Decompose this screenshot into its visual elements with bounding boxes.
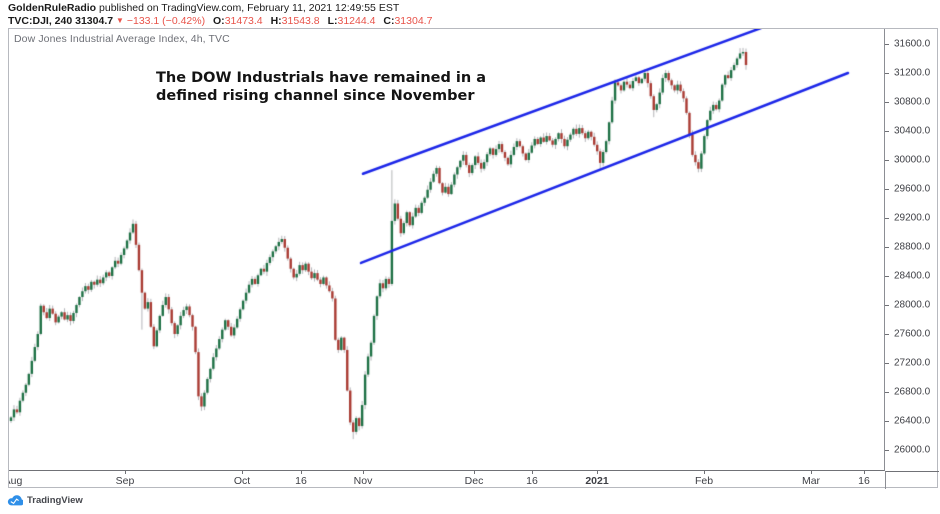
close-label: C: [383,15,395,27]
y-axis-label: 26400.0 [894,415,931,427]
y-axis-tick [885,102,889,103]
close-value: 31304.7 [394,15,433,27]
price-change: −133.1 (−0.42%) [126,15,206,27]
y-axis-label: 30400.0 [894,125,931,137]
y-axis-tick [885,247,889,248]
author-link[interactable]: GoldenRuleRadio [8,2,97,14]
x-axis-label: Sep [115,475,135,487]
high-value: 31543.8 [281,15,320,27]
price-axis[interactable]: 31600.0 31200.0 30800.0 30400.0 30000.0 29600… [885,29,939,471]
x-axis-label: 2021 [585,475,609,487]
y-axis-label: 30000.0 [894,154,931,166]
y-axis-label: 31600.0 [894,38,931,50]
x-axis-tick [811,471,812,474]
channel-annotation: The DOW Industrials have remained in a d… [156,69,486,105]
x-axis-tick [301,471,302,474]
y-axis-label: 28400.0 [894,270,931,282]
low-value: 31244.4 [337,15,376,27]
axis-corner-box [885,471,939,489]
y-axis-tick [885,131,889,132]
price-chart-canvas[interactable] [9,29,884,470]
y-axis-tick [885,160,889,161]
chart-frame: Dow Jones Industrial Average Index, 4h, … [8,28,939,489]
x-axis-tick [704,471,705,474]
x-axis-tick [864,471,865,474]
chart-header: GoldenRuleRadio published on TradingView… [8,2,928,28]
chart-plot-area: Dow Jones Industrial Average Index, 4h, … [9,29,885,471]
x-axis-label: Aug [9,475,23,487]
ticker-status-line: TVC:DJI, 240 31304.7 ▼ −133.1 (−0.42%) O… [8,15,928,28]
y-axis-tick [885,450,889,451]
x-axis-tick [125,471,126,474]
tradingview-cloud-icon [7,495,23,506]
publish-info: GoldenRuleRadio published on TradingView… [8,2,928,14]
open-value: 31473.4 [224,15,263,27]
x-axis-tick [597,471,598,474]
time-axis[interactable]: Aug Sep Oct 16 Nov Dec 16 2021 Feb Mar 16 [9,471,885,489]
y-axis-label: 31200.0 [894,67,931,79]
y-axis-label: 30800.0 [894,96,931,108]
y-axis-tick [885,44,889,45]
symbol-interval[interactable]: TVC:DJI, 240 [8,15,73,27]
y-axis-label: 29200.0 [894,212,931,224]
annotation-line-1: The DOW Industrials have remained in a [156,70,487,86]
annotation-line-2: defined rising channel since November [156,88,475,104]
x-axis-tick [363,471,364,474]
x-axis-tick [242,471,243,474]
last-price: 31304.7 [75,15,114,27]
y-axis-tick [885,392,889,393]
y-axis-label: 27600.0 [894,328,931,340]
high-label: H: [270,15,282,27]
publish-text: published on TradingView.com, February 1… [99,2,400,14]
y-axis-label: 27200.0 [894,357,931,369]
x-axis-label: Mar [801,475,821,487]
y-axis-label: 29600.0 [894,183,931,195]
x-axis-label: 16 [526,475,538,487]
x-axis-label: Feb [694,475,714,487]
y-axis-tick [885,363,889,364]
y-axis-tick [885,276,889,277]
chart-legend-title: Dow Jones Industrial Average Index, 4h, … [14,33,230,45]
x-axis-label: 16 [858,475,870,487]
x-axis-label: 16 [295,475,307,487]
x-axis-tick [474,471,475,474]
open-label: O: [213,15,225,27]
x-axis-label: Dec [464,475,484,487]
down-triangle-icon: ▼ [116,16,124,25]
y-axis-tick [885,334,889,335]
y-axis-label: 28800.0 [894,241,931,253]
y-axis-tick [885,305,889,306]
y-axis-label: 26800.0 [894,386,931,398]
x-axis-label: Nov [353,475,373,487]
low-label: L: [327,15,338,27]
y-axis-tick [885,421,889,422]
tradingview-brand-link[interactable]: TradingView [27,494,83,506]
y-axis-tick [885,218,889,219]
y-axis-tick [885,73,889,74]
y-axis-tick [885,189,889,190]
x-axis-tick [532,471,533,474]
y-axis-label: 28000.0 [894,299,931,311]
x-axis-label: Oct [233,475,251,487]
footer: TradingView [7,494,83,506]
y-axis-label: 26000.0 [894,444,931,456]
